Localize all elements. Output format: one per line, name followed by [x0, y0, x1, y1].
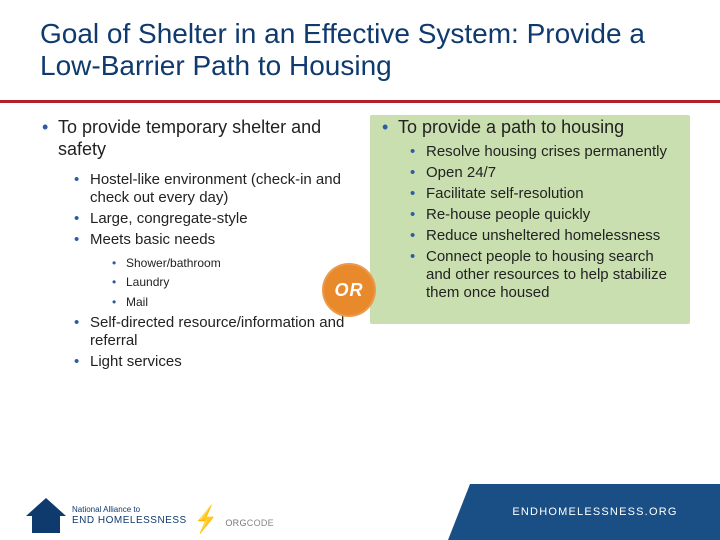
- slide: Goal of Shelter in an Effective System: …: [0, 0, 720, 540]
- right-heading: To provide a path to housing Resolve hou…: [380, 117, 678, 302]
- title-area: Goal of Shelter in an Effective System: …: [0, 0, 720, 90]
- house-icon: [26, 498, 66, 534]
- list-item: Resolve housing crises permanently: [410, 143, 678, 161]
- content-area: To provide temporary shelter and safety …: [0, 103, 720, 473]
- list-item: Facilitate self-resolution: [410, 185, 678, 203]
- footer: National Alliance to END HOMELESSNESS ⚡ …: [0, 484, 720, 540]
- list-subitem: Mail: [112, 294, 350, 311]
- footer-blue-panel: ENDHOMELESSNESS.ORG: [470, 484, 720, 540]
- org-line1: ORG: [225, 518, 246, 528]
- list-item: Light services: [74, 353, 350, 371]
- naeh-logo: National Alliance to END HOMELESSNESS: [26, 498, 187, 534]
- list-item: Open 24/7: [410, 164, 678, 182]
- list-item: Large, congregate-style: [74, 210, 350, 228]
- list-subitem: Shower/bathroom: [112, 255, 350, 272]
- list-item-text: Meets basic needs: [90, 231, 215, 248]
- list-item: Connect people to housing search and oth…: [410, 248, 678, 302]
- footer-notch: [448, 484, 470, 540]
- footer-url: ENDHOMELESSNESS.ORG: [512, 506, 677, 518]
- naeh-line2: END HOMELESSNESS: [72, 515, 187, 526]
- left-heading-text: To provide temporary shelter and safety: [58, 117, 321, 159]
- list-item: Reduce unsheltered homelessness: [410, 227, 678, 245]
- or-badge: OR: [322, 263, 376, 317]
- list-item: Hostel-like environment (check-in and ch…: [74, 171, 350, 207]
- orgcode-text: ORGCODE: [225, 518, 274, 528]
- list-item: Self-directed resource/information and r…: [74, 314, 350, 350]
- org-line2: CODE: [247, 518, 274, 528]
- right-column: To provide a path to housing Resolve hou…: [370, 115, 690, 324]
- left-heading: To provide temporary shelter and safety …: [40, 117, 350, 371]
- naeh-text: National Alliance to END HOMELESSNESS: [72, 506, 187, 526]
- slide-title: Goal of Shelter in an Effective System: …: [40, 18, 680, 82]
- list-item: Meets basic needs Shower/bathroom Laundr…: [74, 231, 350, 311]
- list-subitem: Laundry: [112, 274, 350, 291]
- orgcode-logo: ⚡ ORGCODE: [190, 510, 274, 528]
- right-heading-text: To provide a path to housing: [398, 117, 624, 137]
- left-column: To provide temporary shelter and safety …: [40, 117, 350, 375]
- list-item: Re-house people quickly: [410, 206, 678, 224]
- or-label: OR: [335, 280, 364, 301]
- bolt-icon: ⚡: [195, 510, 218, 528]
- naeh-line1: National Alliance to: [72, 506, 187, 515]
